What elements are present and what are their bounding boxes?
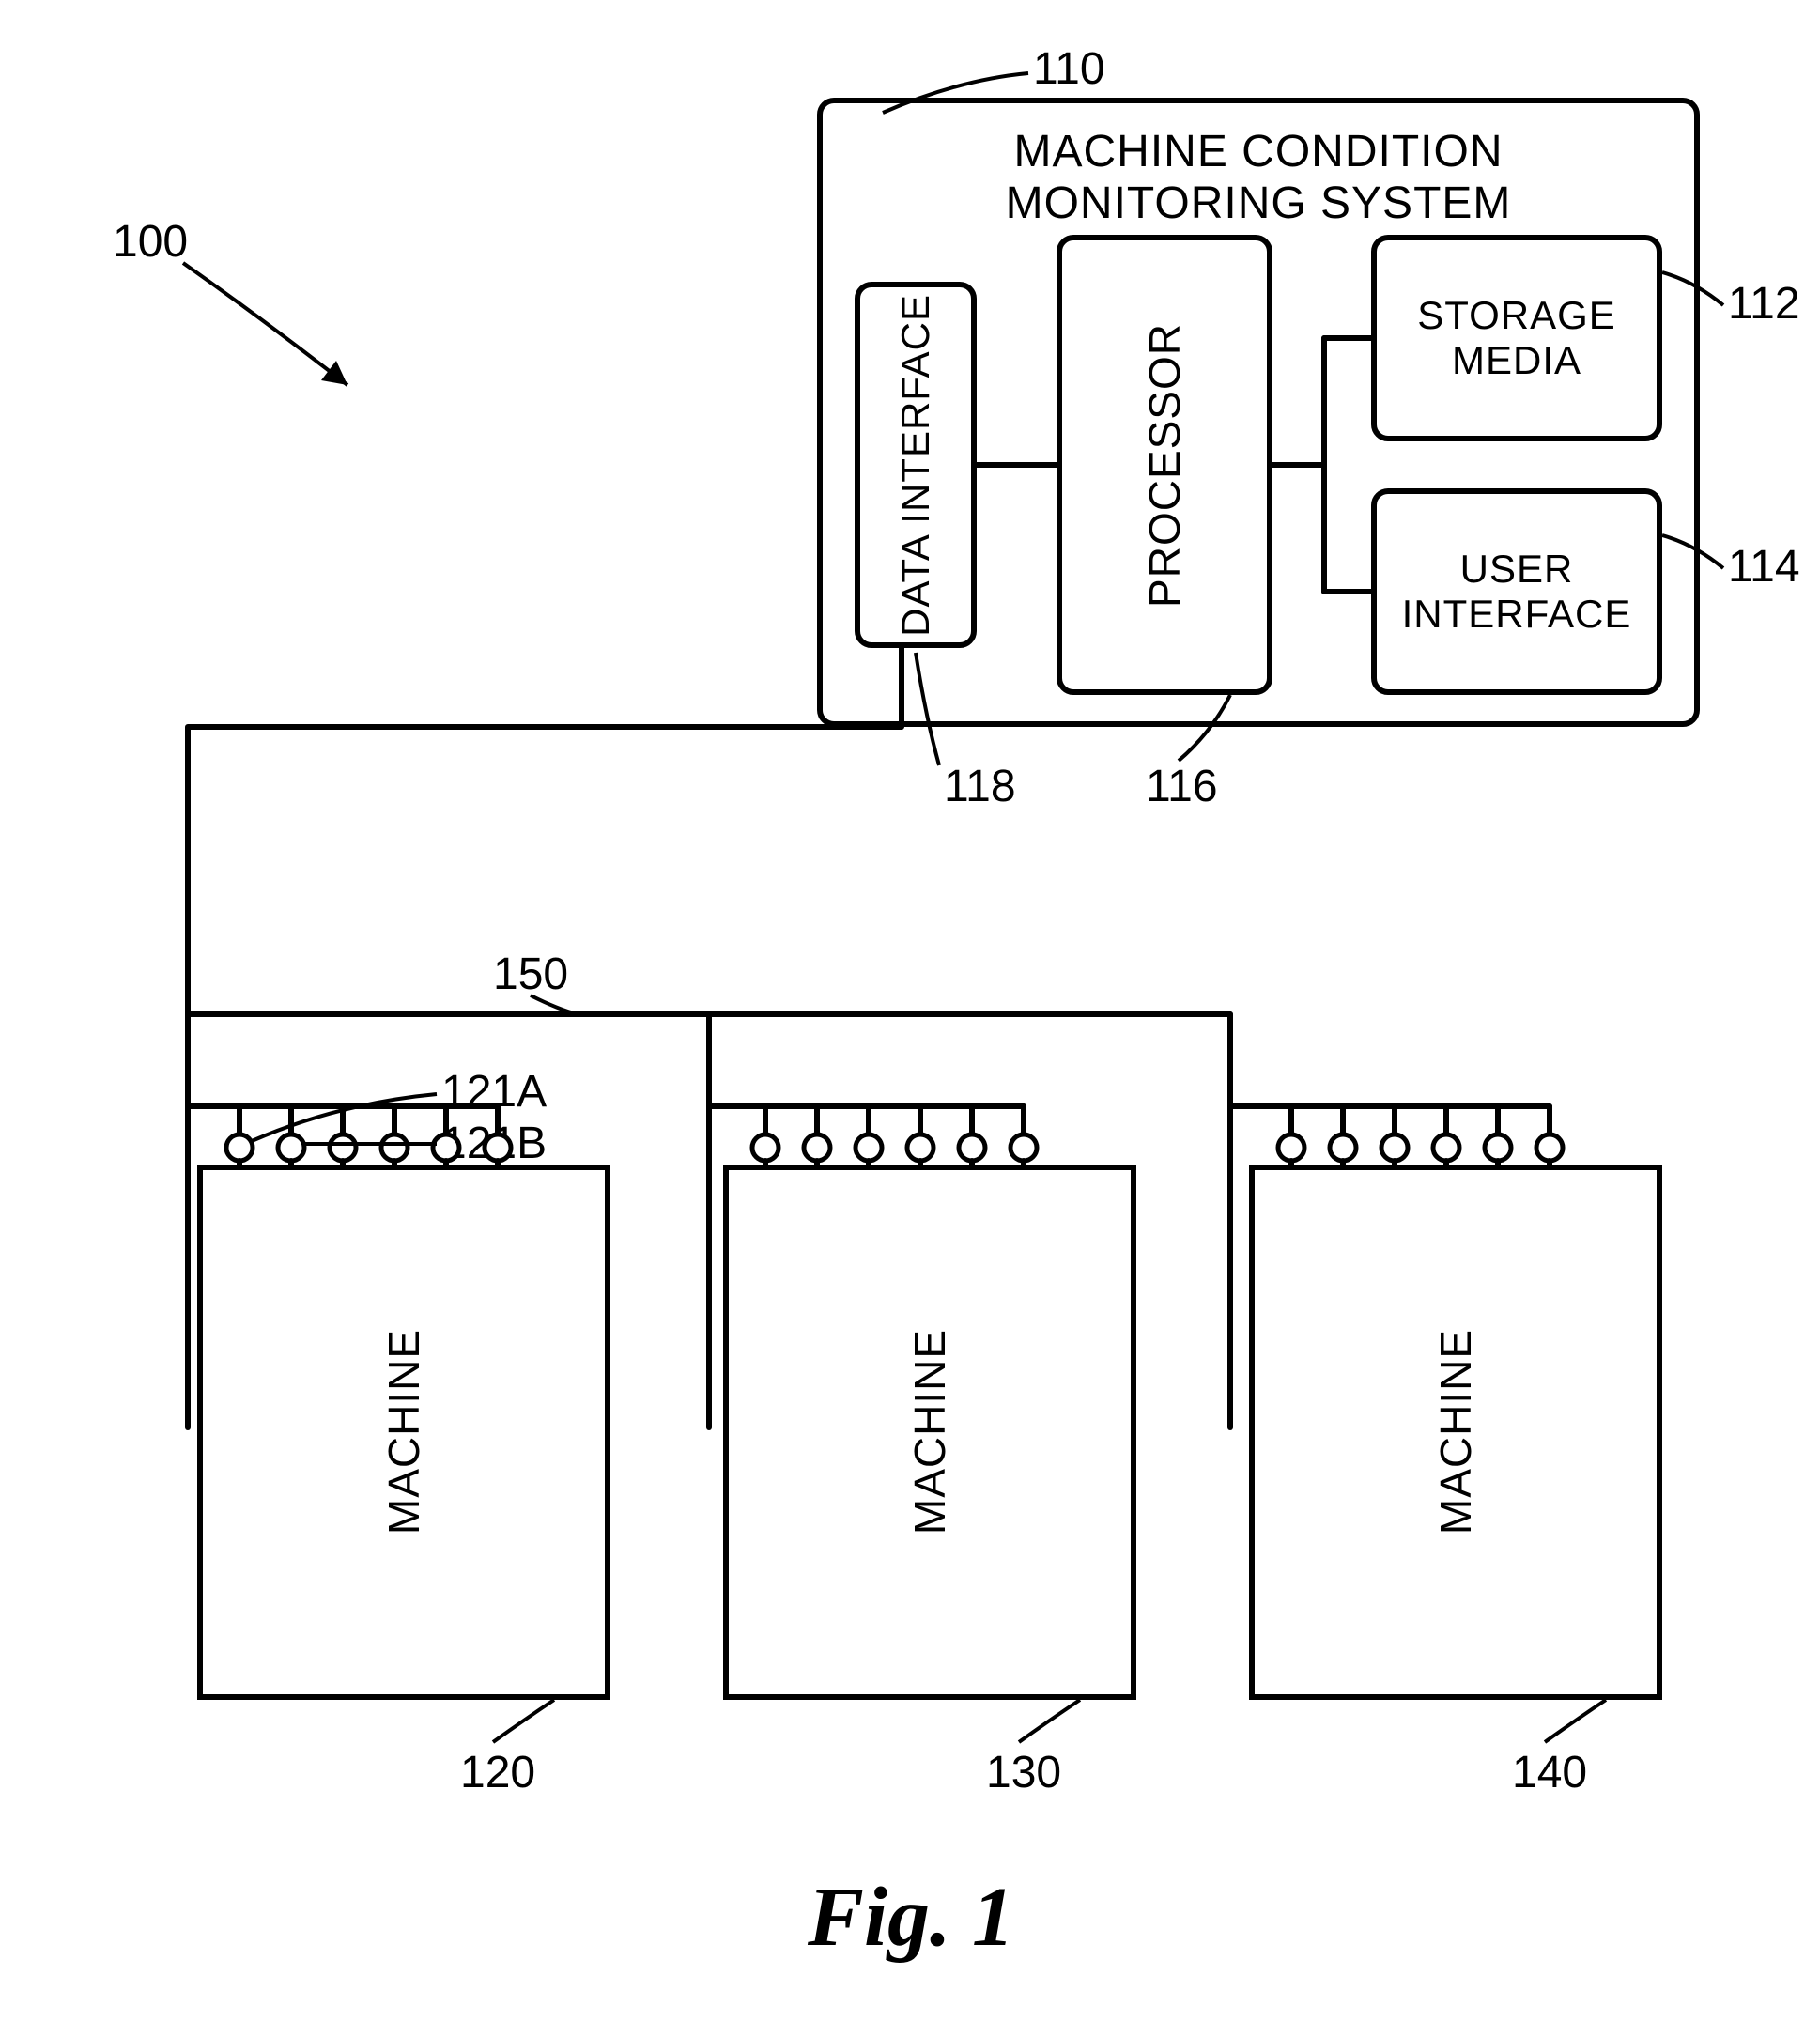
sensor (1381, 1106, 1408, 1165)
sensors-machine-3 (1230, 1106, 1563, 1165)
wiring-svg (0, 0, 1820, 2037)
sensors-machine-1 (188, 1106, 511, 1165)
leader-116 (1179, 695, 1230, 761)
sensor (804, 1106, 830, 1165)
sensor (1278, 1106, 1304, 1165)
leader-110 (883, 73, 1028, 113)
sensor (278, 1106, 304, 1165)
sensor (1010, 1106, 1037, 1165)
leader-112 (1662, 272, 1723, 305)
sensor (856, 1106, 882, 1165)
leader-118 (916, 653, 939, 765)
leader-130 (1019, 1700, 1080, 1742)
sensor (1433, 1106, 1459, 1165)
sensor (1536, 1106, 1563, 1165)
leader-120 (493, 1700, 554, 1742)
leader-100-arrow (183, 263, 347, 385)
sensor (433, 1106, 459, 1165)
sensor (1330, 1106, 1356, 1165)
sensor (226, 1106, 253, 1165)
sensor (330, 1106, 356, 1165)
sensor (752, 1106, 779, 1165)
sensor (381, 1106, 408, 1165)
sensor (485, 1106, 511, 1165)
bus-main (188, 648, 1230, 1014)
leader-140 (1545, 1700, 1606, 1742)
sensor (907, 1106, 933, 1165)
sensor (1485, 1106, 1511, 1165)
sensors-machine-2 (709, 1106, 1037, 1165)
sensor (959, 1106, 985, 1165)
figure-canvas: MACHINE CONDITION MONITORING SYSTEM DATA… (0, 0, 1820, 2037)
leader-114 (1662, 535, 1723, 568)
